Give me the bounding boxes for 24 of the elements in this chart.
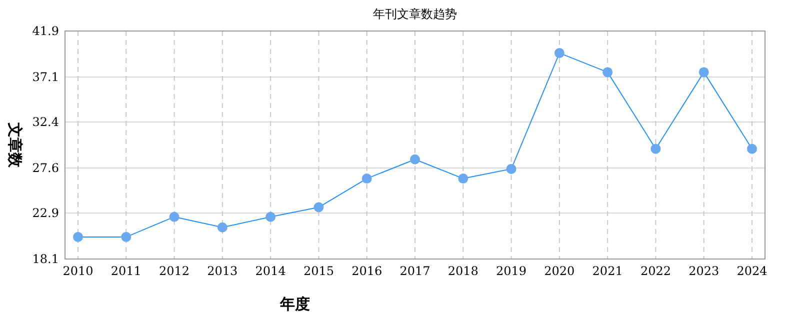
x-tick-label: 2011 <box>110 264 142 278</box>
x-tick-label: 2024 <box>736 264 768 278</box>
y-tick-label: 18.1 <box>32 252 59 266</box>
y-tick-label: 32.4 <box>32 115 60 130</box>
x-tick-label: 2023 <box>688 264 720 278</box>
x-tick-label: 2017 <box>400 264 430 278</box>
x-tick-label: 2014 <box>255 264 286 278</box>
y-tick-label: 27.6 <box>32 160 59 175</box>
y-tick-label: 41.9 <box>32 24 59 38</box>
x-tick-label: 2012 <box>159 264 190 278</box>
y-tick-label: 37.1 <box>32 70 59 84</box>
x-tick-label: 2022 <box>640 264 671 278</box>
x-tick-label: 2020 <box>544 264 575 278</box>
x-tick-label: 2016 <box>352 264 382 278</box>
x-axis-title: 年度 <box>279 295 310 313</box>
y-axis-title: 文章数 <box>6 122 24 168</box>
x-tick-label: 2018 <box>448 264 478 278</box>
x-tick-label: 2013 <box>207 264 238 278</box>
x-tick-label: 2021 <box>592 264 623 278</box>
x-tick-label: 2019 <box>496 264 527 278</box>
chart-title: 年刊文章数趋势 <box>373 7 457 21</box>
x-tick-label: 2010 <box>62 264 94 278</box>
y-tick-label: 22.9 <box>32 206 59 220</box>
x-tick-label: 2015 <box>303 264 334 278</box>
